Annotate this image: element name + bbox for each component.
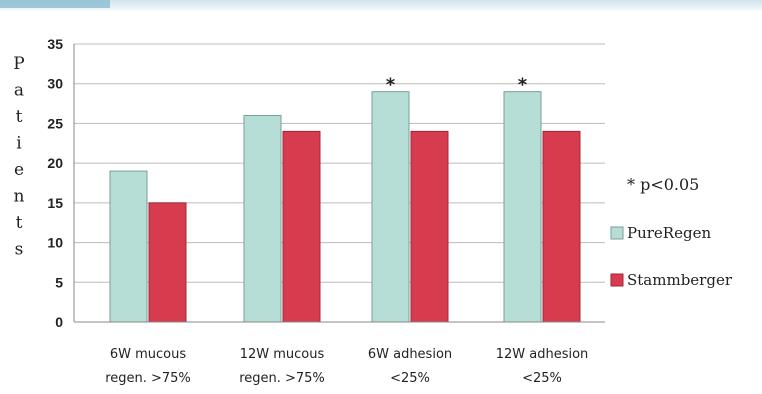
significance-markers: * * [386,75,528,96]
legend: PureRegen Stammberger [610,224,733,289]
legend-swatch-stammberger [610,273,624,287]
category-label: regen. >75% [105,371,191,386]
bar-pureregen-3 [371,91,410,323]
bars [109,91,581,323]
y-axis-label-letter: n [14,187,25,207]
legend-swatch-pureregen [610,226,624,240]
y-tick-label: 25 [47,115,63,131]
bar-stammberger-2 [282,130,321,323]
category-label: <25% [522,371,562,386]
y-tick-labels: 0 5 10 15 20 25 30 35 [47,36,63,330]
category-label: 12W mucous [240,347,325,362]
category-labels: 6W mucous regen. >75% 12W mucous regen. >75… [105,347,588,386]
top-strip-accent [0,0,110,8]
category-label: regen. >75% [239,371,325,386]
y-axis-label-letter: i [16,134,22,154]
y-axis-label-letter: a [14,81,24,101]
legend-label-stammberger: Stammberger [627,271,733,289]
category-label: 6W mucous [110,347,187,362]
bar-pureregen-4 [503,91,542,323]
top-decorative-strip [0,0,762,12]
legend-label-pureregen: PureRegen [627,224,711,242]
y-tick-label: 10 [47,235,63,251]
bar-pureregen-2 [243,114,282,323]
y-tick-label: 30 [47,76,63,92]
category-label: 12W adhesion [496,347,589,362]
bar-stammberger-4 [542,130,581,323]
y-tick-label: 35 [47,36,63,52]
bar-stammberger-3 [410,130,449,323]
y-axis-label-letter: s [15,240,24,260]
y-tick-label: 0 [55,314,63,330]
y-axis-label-letter: t [16,213,23,233]
y-tick-label: 5 [55,274,63,290]
significance-star: * [386,75,396,96]
category-label: <25% [390,371,430,386]
y-axis-label-letter: t [16,107,23,127]
y-axis-label-letter: P [13,54,24,74]
y-tick-label: 20 [47,155,63,171]
y-axis-label-letter: e [14,160,24,180]
significance-note-text: * p<0.05 [627,175,699,194]
significance-note: * p<0.05 [627,175,699,194]
bar-stammberger-1 [148,202,187,323]
category-label: 6W adhesion [368,347,452,362]
bar-pureregen-1 [109,170,148,323]
axes [73,44,605,323]
y-tick-label: 15 [47,195,63,211]
significance-star: * [518,75,528,96]
